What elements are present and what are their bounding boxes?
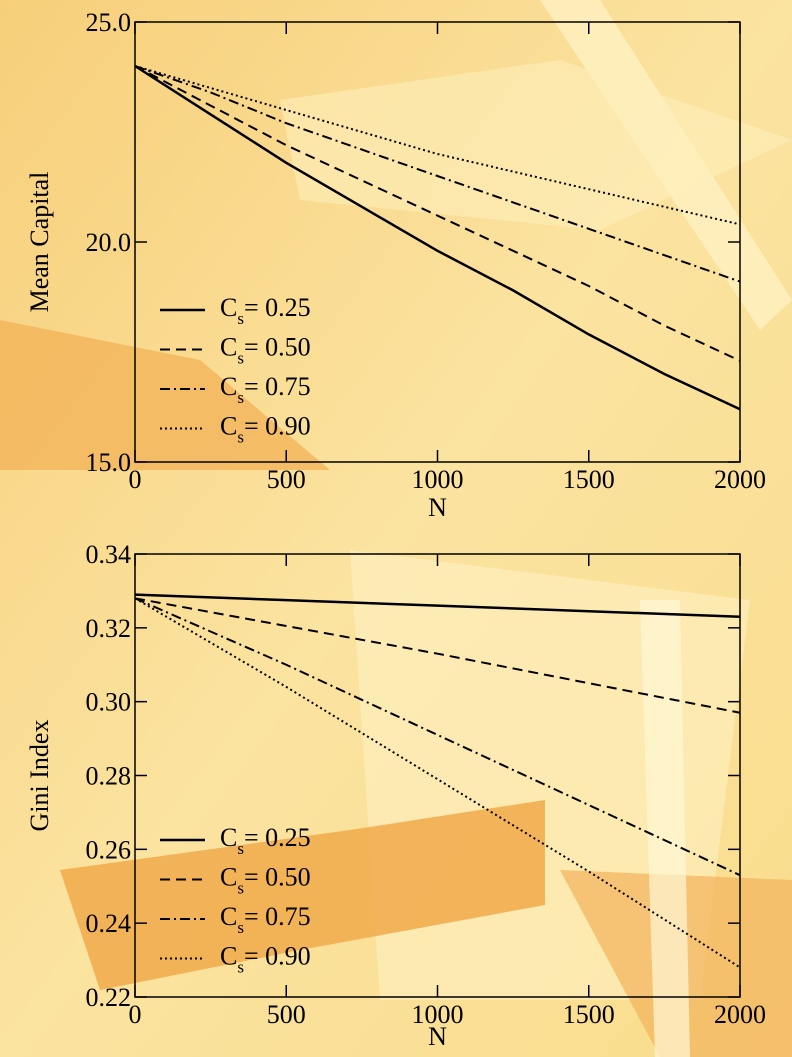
y-tick-label: 0.32 bbox=[86, 614, 132, 643]
x-tick-label: 0 bbox=[129, 465, 142, 494]
x-tick-label: 500 bbox=[267, 465, 306, 494]
legend-label: Cs= 0.90 bbox=[220, 942, 311, 977]
series-line bbox=[134, 597, 741, 877]
series-line bbox=[134, 593, 741, 619]
x-tick-label: 2000 bbox=[714, 1000, 766, 1029]
y-tick-label: 25.0 bbox=[86, 8, 132, 37]
x-tick-label: 0 bbox=[129, 1000, 142, 1029]
series-line bbox=[134, 597, 741, 714]
series-line bbox=[134, 65, 741, 226]
x-tick-label: 2000 bbox=[714, 465, 766, 494]
series-line bbox=[134, 64, 741, 411]
series-line bbox=[134, 65, 741, 362]
x-tick-label: 500 bbox=[267, 1000, 306, 1029]
y-tick-label: 0.26 bbox=[86, 835, 132, 864]
legend-label: Cs= 0.25 bbox=[220, 293, 311, 328]
x-axis-label: N bbox=[428, 493, 447, 522]
x-tick-label: 1000 bbox=[412, 1000, 464, 1029]
y-tick-label: 0.24 bbox=[86, 909, 132, 938]
y-tick-label: 20.0 bbox=[86, 228, 132, 257]
y-axis-label: Gini Index bbox=[25, 720, 54, 832]
legend-label: Cs= 0.75 bbox=[220, 372, 311, 407]
series-line bbox=[134, 65, 741, 283]
y-tick-label: 0.22 bbox=[86, 983, 132, 1012]
y-tick-label: 0.34 bbox=[86, 540, 132, 569]
series-line bbox=[134, 597, 741, 969]
legend-label: Cs= 0.25 bbox=[220, 823, 311, 858]
y-axis-label: Mean Capital bbox=[25, 172, 54, 313]
x-axis-label: N bbox=[428, 1022, 447, 1051]
y-tick-label: 0.30 bbox=[86, 688, 132, 717]
x-tick-label: 1500 bbox=[563, 1000, 615, 1029]
legend-label: Cs= 0.50 bbox=[220, 333, 311, 368]
x-tick-label: 1000 bbox=[412, 465, 464, 494]
y-tick-label: 15.0 bbox=[86, 448, 132, 477]
x-tick-label: 1500 bbox=[563, 465, 615, 494]
legend-label: Cs= 0.90 bbox=[220, 412, 311, 447]
legend-label: Cs= 0.50 bbox=[220, 863, 311, 898]
y-tick-label: 0.28 bbox=[86, 762, 132, 791]
legend-label: Cs= 0.75 bbox=[220, 902, 311, 937]
